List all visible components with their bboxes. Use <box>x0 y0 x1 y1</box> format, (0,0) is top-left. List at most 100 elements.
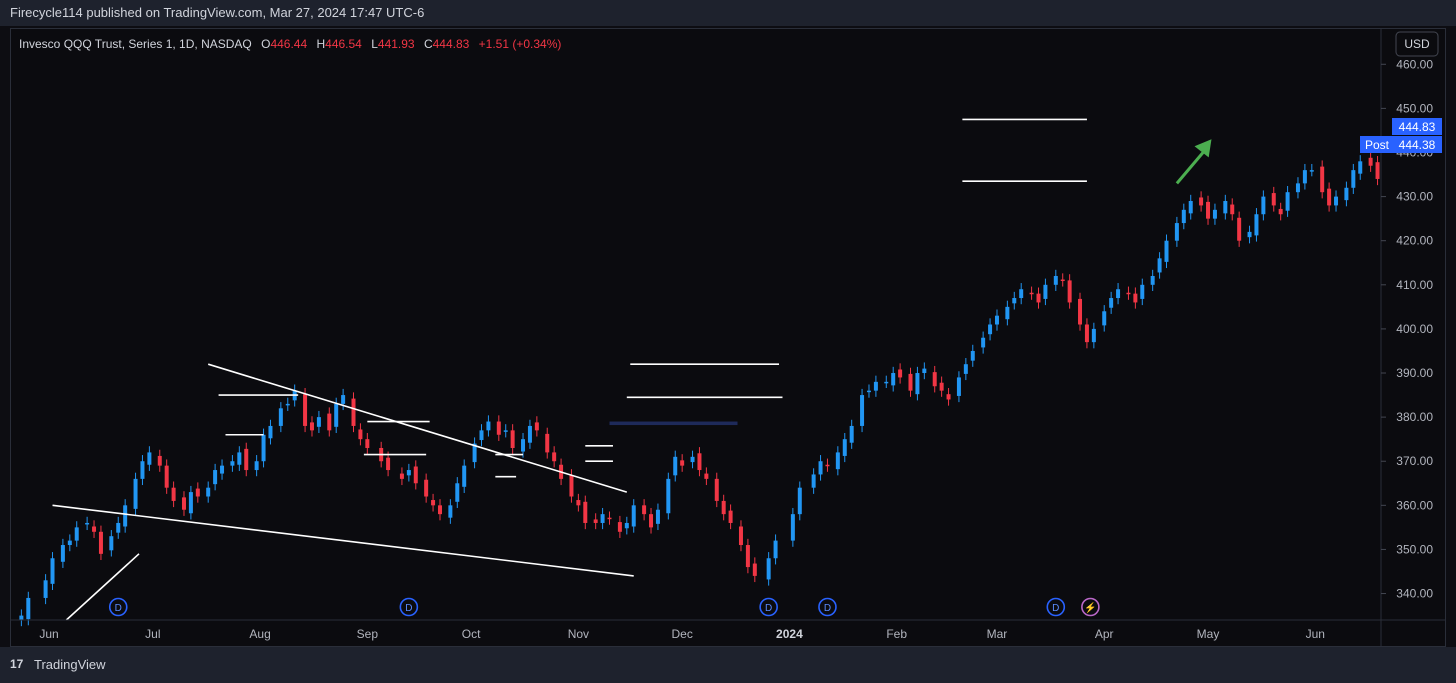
candle-body <box>1320 166 1325 193</box>
candle-body <box>316 417 321 427</box>
event-marker-label: D <box>115 603 122 614</box>
candle-body <box>92 526 97 532</box>
candle-body <box>309 422 314 431</box>
x-tick-label: Mar <box>987 627 1008 641</box>
candle-body <box>486 421 491 431</box>
candle-body <box>1150 275 1155 285</box>
event-marker-label: D <box>1052 603 1059 614</box>
candle-body <box>1295 183 1300 193</box>
candle-body <box>1036 293 1041 303</box>
candle-body <box>455 483 460 502</box>
candle-body <box>147 452 152 465</box>
candle-body <box>569 475 574 497</box>
candle-body <box>915 373 920 395</box>
candle-body <box>690 456 695 463</box>
legend-close: 444.83 <box>433 37 470 51</box>
dividend-marker <box>759 597 778 617</box>
candle-body <box>1261 196 1266 215</box>
x-tick-label: Jul <box>145 627 160 641</box>
x-tick-label: Aug <box>249 627 270 641</box>
trendline <box>52 504 634 577</box>
candle-body <box>988 324 993 335</box>
candle-body <box>351 398 356 426</box>
candle-body <box>188 492 193 514</box>
candle-body <box>534 422 539 431</box>
candle-body <box>1067 280 1072 303</box>
footer-bar: 17 TradingView <box>0 647 1456 683</box>
candle-body <box>873 381 878 391</box>
candle-body <box>1223 201 1228 214</box>
candle-body <box>1078 298 1083 325</box>
candle-body <box>697 453 702 471</box>
candle-body <box>922 368 927 374</box>
candle-body <box>85 522 90 525</box>
dividend-marker <box>1046 597 1066 617</box>
dividend-marker <box>818 597 837 617</box>
candle-body <box>576 500 581 506</box>
candle-body <box>19 615 24 620</box>
candle-body <box>527 425 532 443</box>
currency-label: USD <box>1404 37 1430 51</box>
green-arrow-head <box>1194 139 1212 158</box>
candle-body <box>206 487 211 497</box>
candle-body <box>195 488 200 497</box>
candle-body <box>74 527 79 541</box>
candle-body <box>244 448 249 471</box>
candle-body <box>116 522 121 533</box>
x-tick-label: 2024 <box>776 627 803 641</box>
candle-body <box>43 580 48 598</box>
candle-body <box>1237 217 1242 241</box>
post-price-tag: Post 444.38 <box>1360 136 1442 153</box>
y-tick-label: 370.00 <box>1396 454 1433 468</box>
price-chart[interactable]: 340.00 350.00 360.00 370.00 380.00 390.00 400.… <box>11 29 1445 646</box>
candle-body <box>1212 209 1217 219</box>
candle-body <box>1278 208 1283 215</box>
candle-body <box>704 473 709 479</box>
candle-body <box>1091 328 1096 343</box>
candle-body <box>123 505 128 527</box>
candle-body <box>860 395 865 426</box>
chart-pane[interactable]: 340.00 350.00 360.00 370.00 380.00 390.00 400.… <box>10 28 1446 647</box>
candle-body <box>721 500 726 515</box>
currency-button[interactable]: USD <box>1395 31 1439 57</box>
candle-body <box>462 465 467 487</box>
candle-body <box>1043 284 1048 299</box>
candle-body <box>50 558 55 584</box>
candle-body <box>752 563 757 576</box>
candle-body <box>1351 170 1356 188</box>
candle-body <box>932 372 937 387</box>
candle-body <box>797 487 802 515</box>
trendline <box>65 553 140 621</box>
post-price: 444.38 <box>1399 138 1436 152</box>
x-tick-label: Sep <box>357 627 379 641</box>
candle-body <box>431 500 436 506</box>
candle-body <box>1375 162 1380 179</box>
candle-body <box>1109 298 1114 308</box>
candle-body <box>963 364 968 374</box>
tradingview-brand[interactable]: TradingView <box>34 657 106 672</box>
candle-body <box>666 478 671 514</box>
candle-body <box>365 439 370 448</box>
candle-body <box>1140 284 1145 299</box>
candle-body <box>655 509 660 524</box>
green-arrow <box>1175 146 1209 185</box>
candle-body <box>939 382 944 391</box>
candle-body <box>956 377 961 396</box>
svg-text:Invesco QQQ Trust, Series 1, 1: Invesco QQQ Trust, Series 1, 1D, NASDAQ … <box>19 37 561 51</box>
tradingview-logo-icon[interactable]: 17 <box>10 657 24 671</box>
candle-body <box>479 430 484 441</box>
event-marker-label: D <box>824 603 831 614</box>
candle-body <box>285 403 290 406</box>
candle-body <box>1358 161 1363 174</box>
candle-body <box>1230 204 1235 215</box>
candle-body <box>766 558 771 580</box>
earnings-lightning-icon <box>1081 597 1100 617</box>
candle-body <box>1271 193 1276 206</box>
candle-body <box>358 429 363 440</box>
candle-body <box>1005 306 1010 320</box>
candle-body <box>649 514 654 528</box>
candle-body <box>1181 209 1186 224</box>
candle-body <box>607 517 612 520</box>
candle-body <box>181 497 186 510</box>
legend-high: 446.54 <box>325 37 362 51</box>
